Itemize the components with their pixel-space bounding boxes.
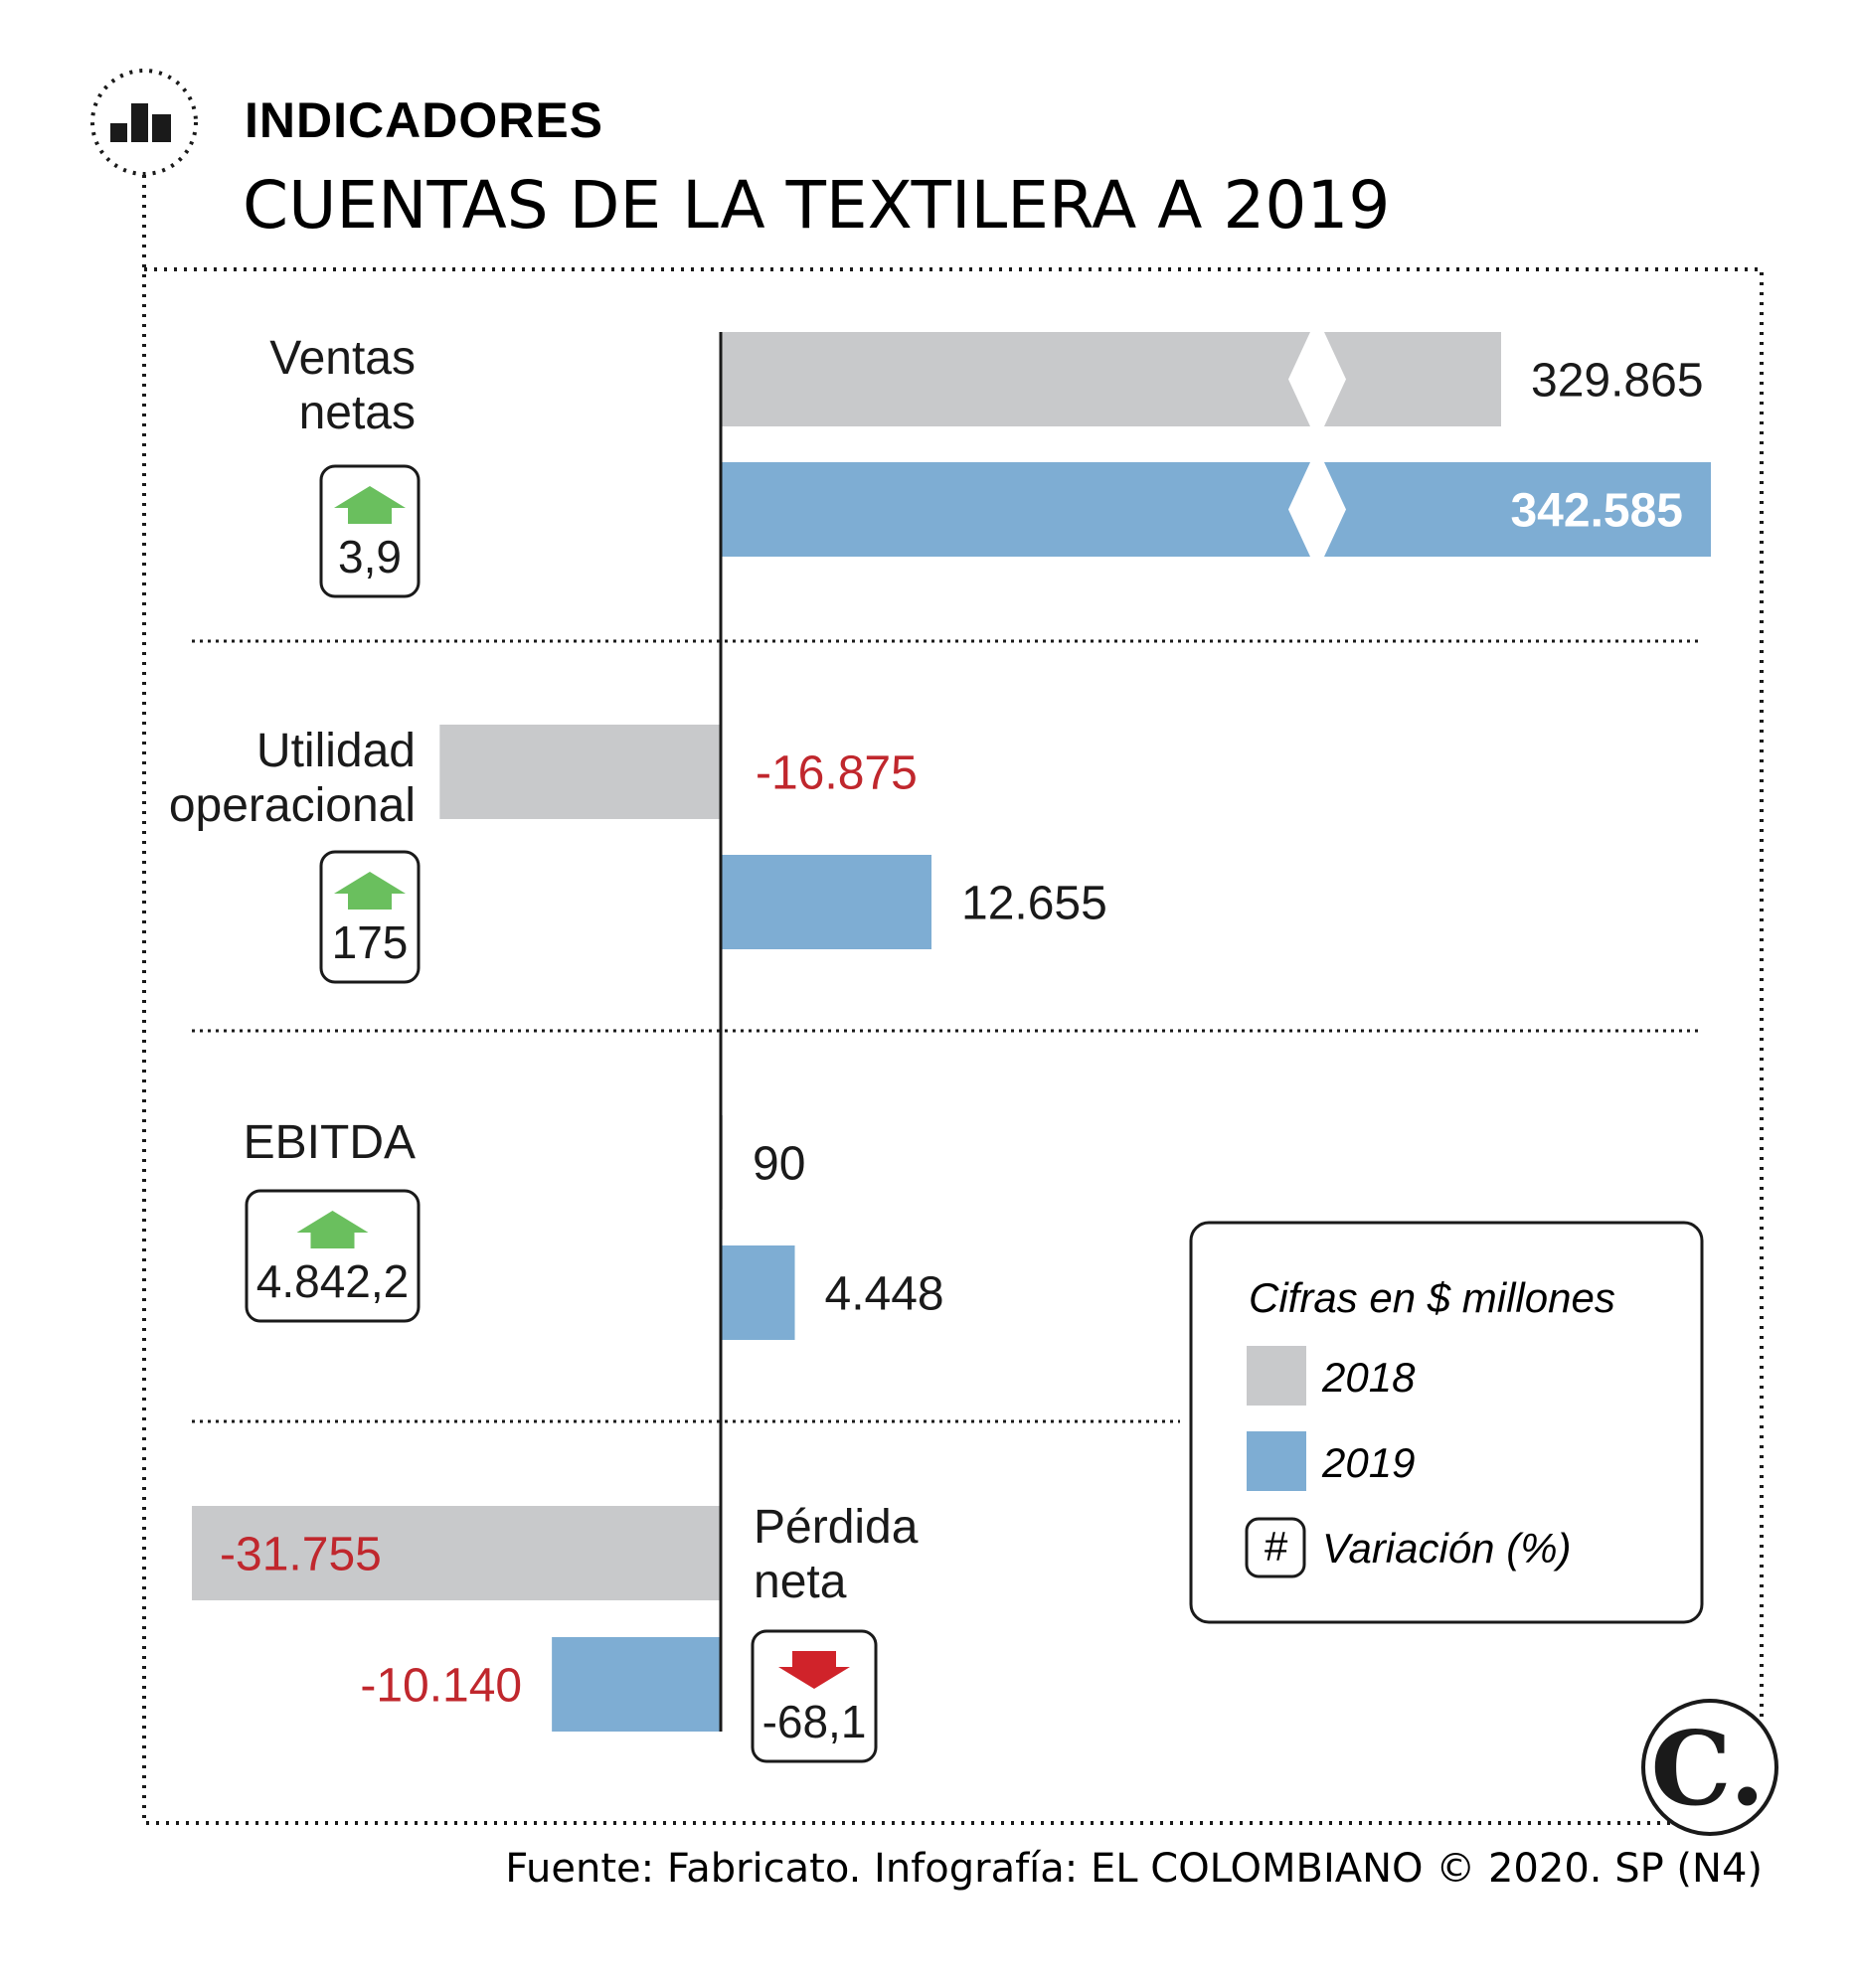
section-dividers [192, 639, 1702, 1423]
legend-variation-label: Variación (%) [1322, 1525, 1572, 1572]
category-label: Utilidad [256, 725, 416, 777]
source-credit: Fuente: Fabricato. Infografía: EL COLOMB… [505, 1846, 1763, 1892]
bar-ventas-netas-2019 [721, 462, 1711, 557]
section-icon [90, 69, 198, 176]
bar-pérdida-neta-2018 [192, 1506, 721, 1600]
category-label: EBITDA [244, 1116, 416, 1169]
arrow-up-icon [296, 1211, 369, 1248]
legend-label-2019: 2019 [1321, 1439, 1415, 1486]
variation-badge: -68,1 [751, 1629, 878, 1763]
arrow-up-icon [334, 486, 406, 524]
bar-utilidad-operacional-2018 [439, 725, 721, 819]
axis-break-mark [1288, 462, 1346, 557]
arrow-up-icon [334, 872, 406, 910]
data-label: -10.140 [360, 1660, 522, 1713]
bar-ventas-netas-2018 [721, 332, 1501, 426]
variation-badge: 4.842,2 [245, 1189, 421, 1323]
data-label: 4.448 [825, 1268, 944, 1321]
data-label: -16.875 [756, 747, 918, 800]
legend-variation-symbol: # [1264, 1523, 1287, 1570]
chart-title: CUENTAS DE LA TEXTILERA A 2019 [243, 167, 1390, 244]
legend-swatch-2018 [1247, 1346, 1306, 1406]
logo-letter: C. [1651, 1710, 1766, 1829]
variation-badge: 175 [319, 850, 421, 984]
category-label: netas [299, 387, 416, 439]
legend-label-2018: 2018 [1321, 1354, 1416, 1401]
legend-variation-badge [1245, 1517, 1306, 1578]
category-label: operacional [169, 779, 416, 832]
data-label: -31.755 [220, 1529, 382, 1581]
category-label: neta [754, 1556, 847, 1608]
category-label: Pérdida [754, 1501, 919, 1554]
dotted-frame [142, 175, 1764, 1825]
bar-pérdida-neta-2019 [552, 1637, 721, 1732]
variation-value: -68,1 [762, 1696, 867, 1747]
legend-swatch-2019 [1247, 1431, 1306, 1491]
data-label: 329.865 [1531, 355, 1704, 408]
el-colombiano-logo: C. [1641, 1699, 1778, 1836]
legend-units: Cifras en $ millones [1249, 1274, 1615, 1321]
section-label: INDICADORES [245, 92, 603, 148]
variation-value: 175 [332, 916, 409, 968]
bar-utilidad-operacional-2019 [721, 855, 931, 949]
bar-ebitda-2019 [721, 1245, 795, 1340]
legend: Cifras en $ millones 2018 2019 # Variaci… [1189, 1221, 1704, 1624]
category-label: Ventas [269, 332, 416, 385]
data-label: 342.585 [1510, 485, 1683, 538]
data-label: 12.655 [961, 878, 1107, 930]
arrow-down-icon [778, 1651, 850, 1689]
variation-badge: 3,9 [319, 464, 421, 598]
data-label: 90 [753, 1138, 805, 1191]
variation-value: 4.842,2 [256, 1255, 409, 1307]
axis-break-mark [1288, 332, 1346, 426]
variation-value: 3,9 [338, 531, 402, 582]
